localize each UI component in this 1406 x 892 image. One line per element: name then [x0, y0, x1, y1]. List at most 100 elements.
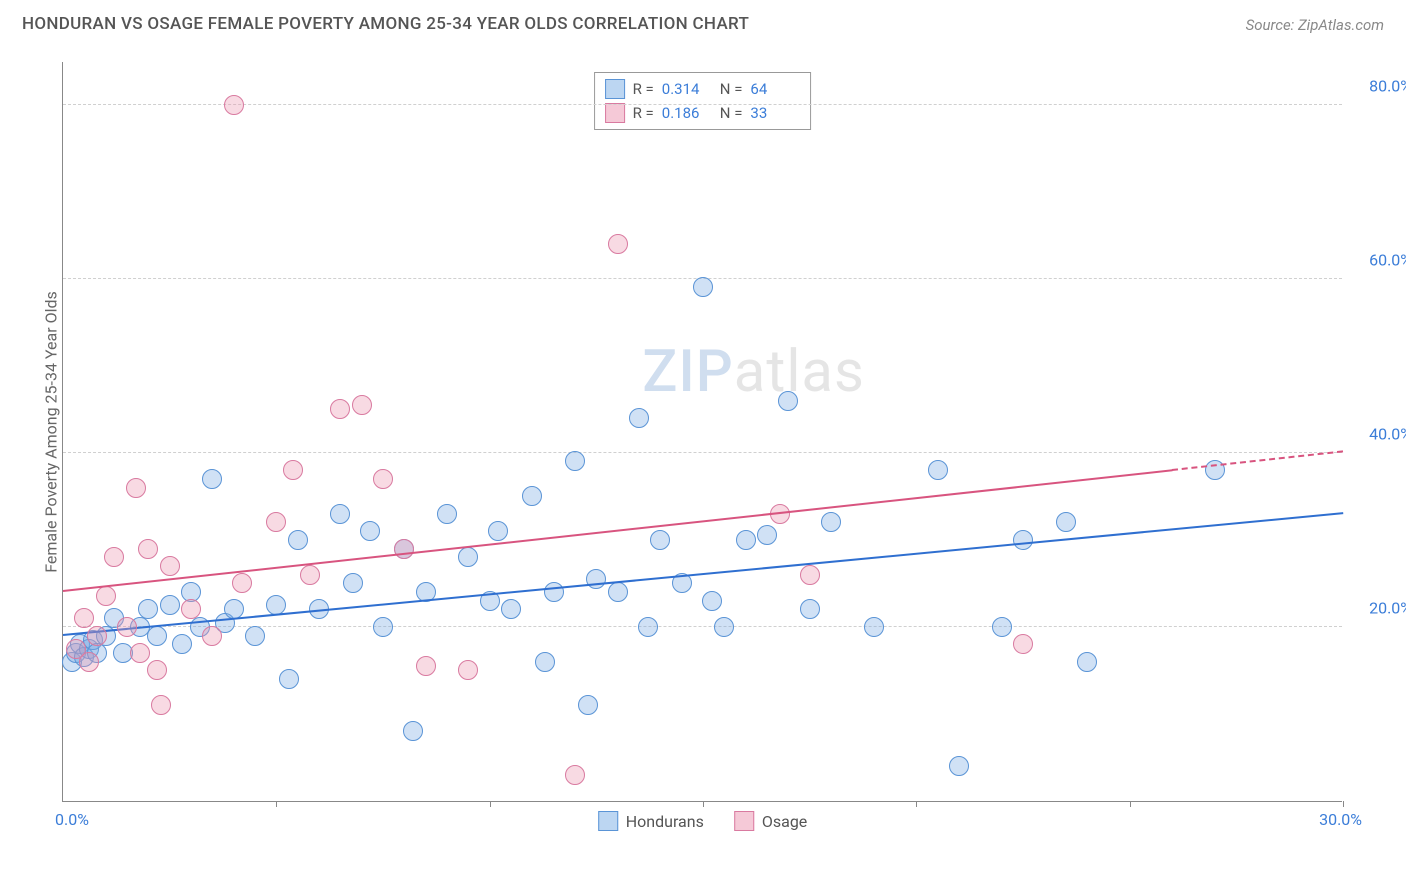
stat-n-value: 64: [750, 80, 800, 98]
data-point: [224, 95, 244, 115]
data-point: [79, 652, 99, 672]
data-point: [736, 530, 756, 550]
data-point: [138, 599, 158, 619]
data-point: [87, 626, 107, 646]
gridline: [63, 104, 1342, 105]
source-attribution: Source: ZipAtlas.com: [1246, 15, 1384, 34]
data-point: [864, 617, 884, 637]
series-legend: Hondurans Osage: [598, 811, 808, 831]
stats-legend: R = 0.314 N = 64 R = 0.186 N = 33: [594, 72, 812, 130]
legend-swatch: [605, 103, 625, 123]
data-point: [501, 599, 521, 619]
data-point: [373, 469, 393, 489]
stats-row: R = 0.186 N = 33: [605, 101, 801, 125]
data-point: [202, 469, 222, 489]
data-point: [800, 599, 820, 619]
data-point: [1013, 634, 1033, 654]
source-name: ZipAtlas.com: [1298, 16, 1384, 34]
data-point: [800, 565, 820, 585]
data-point: [821, 512, 841, 532]
stat-n-value: 33: [750, 104, 800, 122]
data-point: [104, 547, 124, 567]
x-tick: [1130, 801, 1131, 807]
watermark-zip: ZIP: [642, 338, 733, 406]
data-point: [629, 408, 649, 428]
watermark: ZIPatlas: [642, 338, 865, 406]
data-point: [458, 660, 478, 680]
data-point: [138, 539, 158, 559]
data-point: [232, 573, 252, 593]
y-tick-label: 20.0%: [1369, 598, 1406, 617]
data-point: [565, 765, 585, 785]
legend-swatch: [605, 79, 625, 99]
data-point: [565, 451, 585, 471]
source-prefix: Source:: [1246, 16, 1298, 34]
data-point: [279, 669, 299, 689]
gridline: [63, 452, 1342, 453]
y-tick-label: 60.0%: [1369, 250, 1406, 269]
stat-n-label: N =: [720, 104, 743, 122]
x-tick: [490, 801, 491, 807]
data-point: [608, 582, 628, 602]
legend-label: Hondurans: [626, 812, 704, 831]
data-point: [757, 525, 777, 545]
data-point: [1013, 530, 1033, 550]
stats-row: R = 0.314 N = 64: [605, 77, 801, 101]
data-point: [650, 530, 670, 550]
stat-r-label: R =: [633, 80, 654, 98]
data-point: [544, 582, 564, 602]
stat-r-value: 0.186: [662, 104, 712, 122]
data-point: [343, 573, 363, 593]
data-point: [437, 504, 457, 524]
legend-item: Hondurans: [598, 811, 704, 831]
trend-line: [63, 512, 1343, 636]
stat-n-label: N =: [720, 80, 743, 98]
data-point: [147, 660, 167, 680]
chart-container: Female Poverty Among 25-34 Year Olds 0.0…: [22, 50, 1384, 840]
data-point: [373, 617, 393, 637]
data-point: [949, 756, 969, 776]
data-point: [522, 486, 542, 506]
y-axis-label: Female Poverty Among 25-34 Year Olds: [42, 291, 61, 573]
data-point: [330, 504, 350, 524]
legend-label: Osage: [762, 812, 807, 831]
data-point: [245, 626, 265, 646]
x-axis-max-label: 30.0%: [1319, 810, 1362, 829]
stat-r-label: R =: [633, 104, 654, 122]
data-point: [172, 634, 192, 654]
data-point: [360, 521, 380, 541]
data-point: [1056, 512, 1076, 532]
y-tick-label: 40.0%: [1369, 424, 1406, 443]
data-point: [352, 395, 372, 415]
data-point: [416, 656, 436, 676]
data-point: [693, 277, 713, 297]
data-point: [586, 569, 606, 589]
data-point: [488, 521, 508, 541]
data-point: [181, 599, 201, 619]
data-point: [608, 234, 628, 254]
data-point: [403, 721, 423, 741]
data-point: [928, 460, 948, 480]
data-point: [778, 391, 798, 411]
data-point: [300, 565, 320, 585]
x-tick: [276, 801, 277, 807]
trend-line: [63, 469, 1173, 592]
data-point: [702, 591, 722, 611]
data-point: [283, 460, 303, 480]
data-point: [458, 547, 478, 567]
data-point: [992, 617, 1012, 637]
trend-line: [1172, 451, 1343, 472]
data-point: [578, 695, 598, 715]
data-point: [126, 478, 146, 498]
data-point: [330, 399, 350, 419]
data-point: [288, 530, 308, 550]
data-point: [74, 608, 94, 628]
data-point: [535, 652, 555, 672]
stat-r-value: 0.314: [662, 80, 712, 98]
chart-title: HONDURAN VS OSAGE FEMALE POVERTY AMONG 2…: [22, 14, 749, 34]
plot-area: Female Poverty Among 25-34 Year Olds 0.0…: [62, 62, 1342, 802]
data-point: [117, 617, 137, 637]
legend-swatch: [598, 811, 618, 831]
data-point: [160, 556, 180, 576]
legend-swatch: [734, 811, 754, 831]
